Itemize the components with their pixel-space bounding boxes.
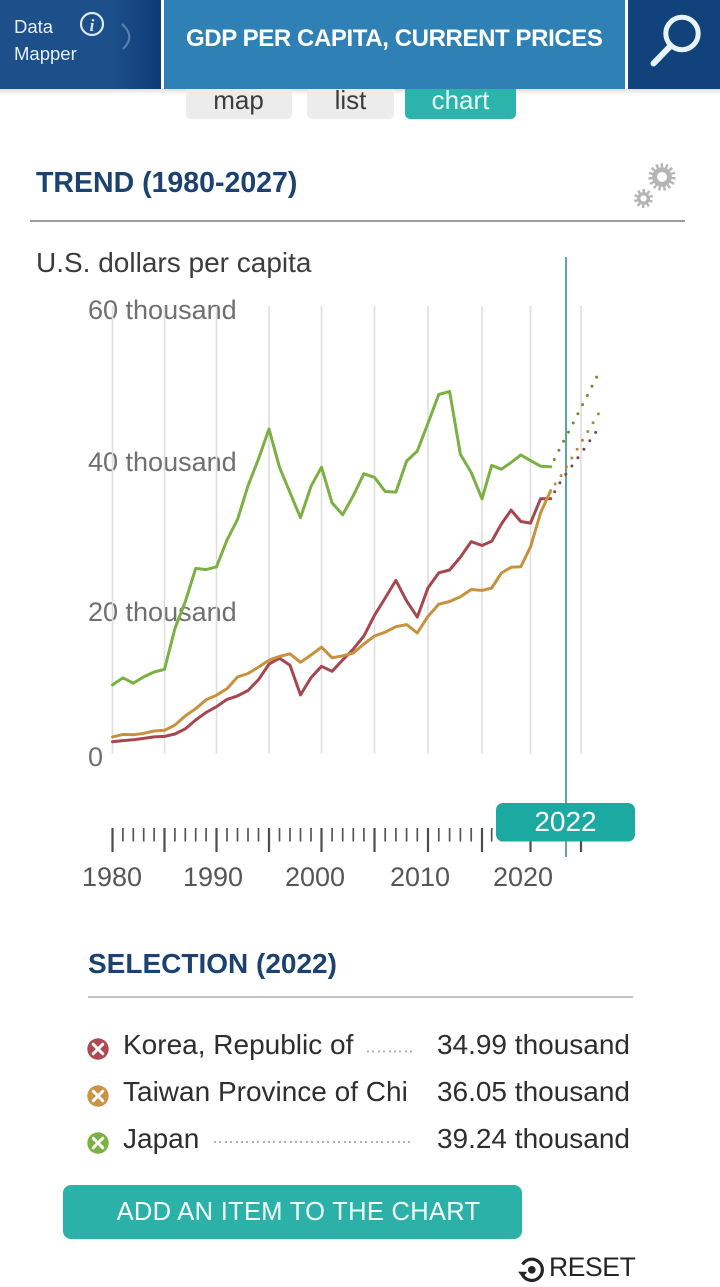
- svg-text:i: i: [90, 16, 95, 35]
